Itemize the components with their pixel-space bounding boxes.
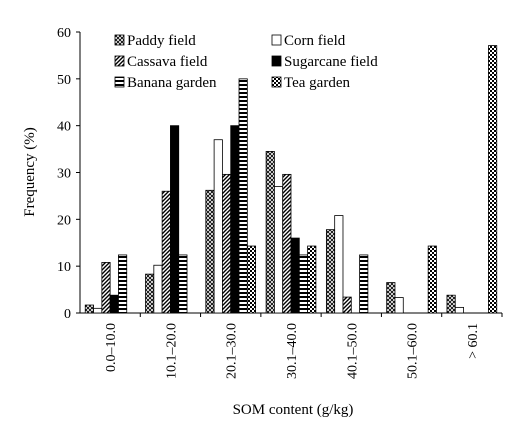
bar-corn-field	[153, 264, 163, 314]
x-tick-label: > 60.1	[466, 323, 481, 359]
y-tick-label: 10	[57, 260, 71, 275]
bar-paddy-field	[145, 273, 155, 314]
legend-label: Corn field	[284, 33, 346, 49]
bar-banana-garden	[118, 254, 128, 314]
y-tick-label: 60	[57, 26, 71, 41]
x-tick-label: 20.1–30.0	[225, 323, 240, 379]
bar-banana-garden	[359, 254, 369, 314]
legend-label: Banana garden	[127, 75, 217, 91]
bar-cassava-field	[342, 296, 352, 314]
bar-sugarcane-field	[230, 125, 240, 314]
x-tick-label: 0.0–10.0	[104, 323, 119, 372]
legend-swatch-paddy-field	[114, 34, 125, 46]
bar-corn-field	[454, 306, 464, 314]
bar-paddy-field	[386, 282, 396, 314]
bar-banana-garden	[238, 78, 248, 314]
legend-swatch-corn-field	[271, 34, 282, 46]
bar-sugarcane-field	[109, 294, 119, 314]
y-tick-label: 0	[64, 307, 71, 322]
bar-paddy-field	[265, 151, 275, 314]
bar-cassava-field	[101, 262, 111, 314]
y-tick-label: 40	[57, 120, 71, 135]
bar-tea-garden	[427, 245, 437, 314]
bar-tea-garden	[488, 45, 498, 314]
legend-swatch-cassava-field	[114, 55, 125, 67]
plot-area: 0 10 20 30 40 50 60 0.0–10.0 10.1–20.0 20.1–30.0 3…	[57, 26, 503, 379]
legend: Paddy field Corn field Cassava field Sugarc…	[114, 33, 378, 91]
y-tick-label: 20	[57, 213, 71, 228]
bar-tea-garden	[246, 245, 257, 314]
y-tick-label: 50	[57, 73, 71, 88]
x-tick-label: 30.1–40.0	[285, 323, 300, 379]
bar-paddy-field	[325, 229, 336, 314]
legend-swatch-sugarcane-field	[271, 55, 282, 67]
legend-swatch-banana-garden	[114, 76, 125, 88]
y-axis-label: Frequency (%)	[22, 127, 38, 217]
x-tick-label: 40.1–50.0	[345, 323, 360, 379]
bar-sugarcane-field	[170, 125, 180, 314]
bar-paddy-field	[84, 304, 94, 314]
bar-paddy-field	[446, 294, 456, 314]
x-tick-label: 10.1–20.0	[164, 323, 179, 379]
legend-label: Sugarcane field	[284, 54, 378, 70]
legend-label: Cassava field	[127, 54, 208, 70]
bar-corn-field	[334, 215, 344, 314]
y-tick-label: 30	[57, 167, 71, 182]
legend-label: Paddy field	[127, 33, 196, 49]
bar-banana-garden	[178, 254, 188, 314]
bar-paddy-field	[205, 189, 215, 314]
bar-banana-garden	[298, 254, 308, 314]
bar-corn-field	[394, 297, 404, 314]
bar-cassava-field	[161, 190, 171, 314]
bar-corn-field	[93, 307, 103, 314]
bar-corn-field	[213, 139, 223, 314]
bar-cassava-field	[282, 173, 292, 314]
legend-swatch-tea-garden	[271, 76, 282, 88]
x-axis-label: SOM content (g/kg)	[233, 402, 354, 418]
bar-cassava-field	[222, 173, 232, 314]
x-tick-label: 50.1–60.0	[406, 323, 421, 379]
bar-tea-garden	[307, 245, 317, 314]
bar-sugarcane-field	[290, 237, 300, 314]
bar-corn-field	[273, 186, 284, 314]
legend-label: Tea garden	[284, 75, 350, 91]
